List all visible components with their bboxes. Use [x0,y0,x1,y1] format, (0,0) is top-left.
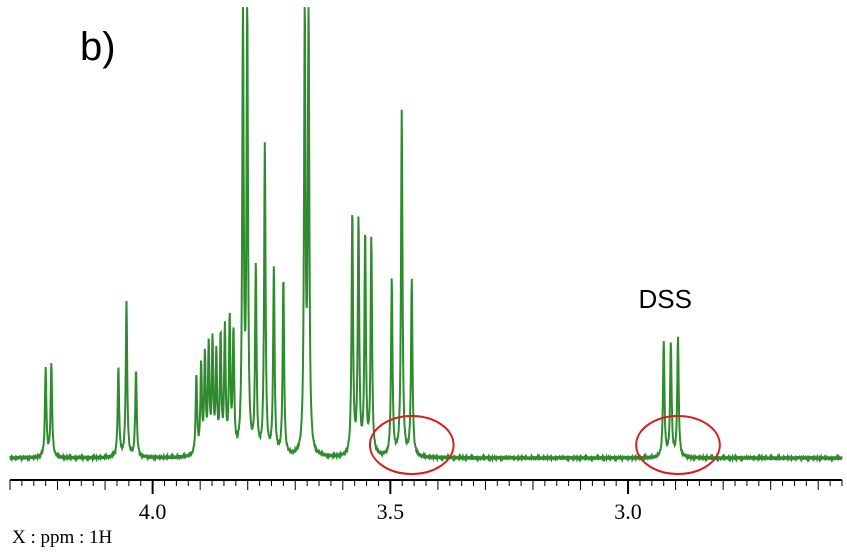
x-tick-label: 4.0 [139,499,167,524]
panel-label: b) [80,25,116,69]
x-tick-label: 3.5 [377,499,405,524]
highlight-circle-2 [635,415,721,475]
spectrum-line [9,7,843,464]
highlight-circle-1 [368,415,455,475]
x-axis-title: X : ppm : 1H [12,527,113,548]
highlight-layer [368,415,721,475]
x-axis-ticks: 4.0 3.5 3.0 [9,480,843,524]
x-tick-label: 3.0 [614,499,642,524]
annotation-layer: DSS [638,284,691,314]
x-axis: 4.0 3.5 3.0 [9,479,843,524]
spectrum-layer [9,7,843,464]
dss-label: DSS [638,284,691,314]
